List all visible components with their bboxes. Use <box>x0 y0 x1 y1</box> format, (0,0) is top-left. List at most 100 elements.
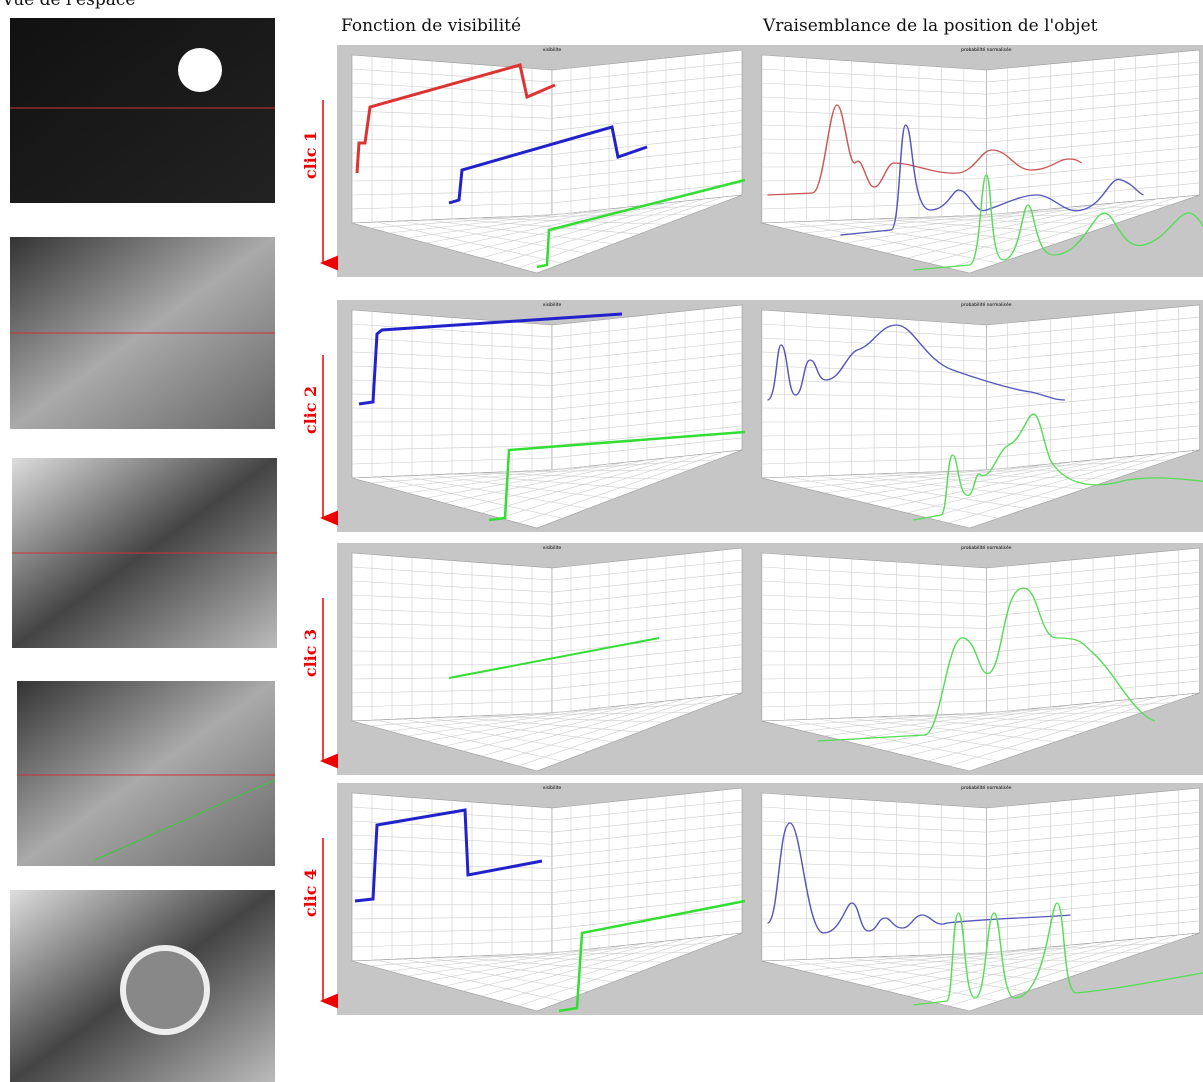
grid-line <box>370 212 572 229</box>
grid-line <box>986 389 1200 410</box>
grid-line <box>907 938 1136 997</box>
camera-image <box>10 18 275 203</box>
grid-line <box>761 96 987 107</box>
grid-line <box>986 110 1200 131</box>
curve <box>448 125 648 205</box>
grid-line <box>551 644 743 665</box>
grid-line <box>844 704 1072 742</box>
grid-line <box>948 694 1179 767</box>
camera-images <box>10 18 277 1082</box>
grid-line <box>761 650 987 653</box>
grid-line <box>907 698 1136 757</box>
grid-line <box>551 896 743 918</box>
grid-line <box>761 190 987 196</box>
grid-line <box>927 198 1158 264</box>
grid-line <box>551 680 743 702</box>
grid-line <box>351 337 553 350</box>
grid-line <box>761 834 987 845</box>
grid-line <box>761 433 987 437</box>
grid-line <box>761 566 987 581</box>
grid-line <box>551 85 743 107</box>
grid-line <box>986 811 1200 833</box>
grid-line <box>351 445 553 451</box>
grid-line <box>444 459 648 504</box>
grid-line <box>351 834 553 845</box>
grid-line <box>351 608 553 617</box>
grid-line <box>351 433 553 437</box>
curve <box>355 63 556 174</box>
grid-line <box>986 608 1200 629</box>
grid-line <box>551 571 743 593</box>
panel-title: visibilite <box>543 47 562 53</box>
grid-line <box>986 85 1200 107</box>
can <box>120 945 210 1035</box>
grid-line <box>761 806 987 821</box>
grid-line <box>518 694 724 767</box>
grid-line <box>551 848 743 869</box>
grid-line <box>351 202 553 210</box>
grid-line <box>948 196 1179 269</box>
grid-line <box>370 467 572 484</box>
panel-title: probabilité normalisée <box>961 784 1012 791</box>
plot-panel: visibilite <box>337 45 746 277</box>
curve <box>766 324 1065 401</box>
grid-line <box>986 353 1200 374</box>
grid-line <box>551 98 743 119</box>
grid-line <box>551 811 743 833</box>
grid-line <box>551 182 743 204</box>
grid-line <box>351 594 553 605</box>
grid-line <box>886 940 1115 992</box>
grid-line <box>351 68 553 83</box>
curve <box>817 587 1156 742</box>
grid-line <box>551 365 743 386</box>
grid-line <box>986 98 1200 119</box>
curve <box>913 413 1203 521</box>
grid-line <box>986 122 1200 143</box>
grid-line <box>761 916 987 920</box>
grid-line <box>351 700 553 708</box>
grid-line <box>481 938 686 997</box>
grid-line <box>986 61 1200 83</box>
grid-line <box>782 950 1008 967</box>
grid-line <box>761 608 987 617</box>
floor <box>351 194 743 274</box>
curve <box>840 124 1144 236</box>
plot-panel: probabilité normalisée <box>745 783 1203 1015</box>
grid-line <box>986 365 1200 386</box>
grid-line <box>388 708 591 732</box>
grid-line <box>351 407 553 410</box>
grid-line <box>551 583 743 605</box>
grid-line <box>351 636 553 641</box>
grid-line <box>986 632 1200 653</box>
grid-line <box>481 455 686 514</box>
grid-line <box>865 702 1094 747</box>
grid-line <box>986 823 1200 845</box>
grid-line <box>761 124 987 131</box>
floor <box>351 449 743 529</box>
grid-line <box>761 393 987 398</box>
panel-title: visibilite <box>543 302 562 308</box>
grid-line <box>986 920 1200 942</box>
plot-panel: probabilité normalisée <box>745 543 1203 775</box>
grid-line <box>761 202 987 210</box>
grid-line <box>351 365 553 374</box>
grid-line <box>370 950 572 967</box>
panel-title: probabilité normalisée <box>961 301 1012 308</box>
grid-line <box>462 940 667 992</box>
curve <box>766 822 1071 934</box>
grid-line <box>844 944 1072 982</box>
panel-title: probabilité normalisée <box>961 544 1012 551</box>
click-label: clic 2 <box>301 386 320 434</box>
floor <box>761 692 1200 772</box>
grid-line <box>761 152 987 155</box>
grid-line <box>761 379 987 386</box>
grid-line <box>927 453 1158 519</box>
grid-line <box>462 457 667 509</box>
grid-line <box>986 848 1200 869</box>
grid-line <box>761 700 987 708</box>
grid-line <box>425 206 629 244</box>
grid-line <box>481 698 686 757</box>
grid-line <box>551 559 743 581</box>
grid-line <box>551 608 743 629</box>
grid-line <box>425 944 629 982</box>
